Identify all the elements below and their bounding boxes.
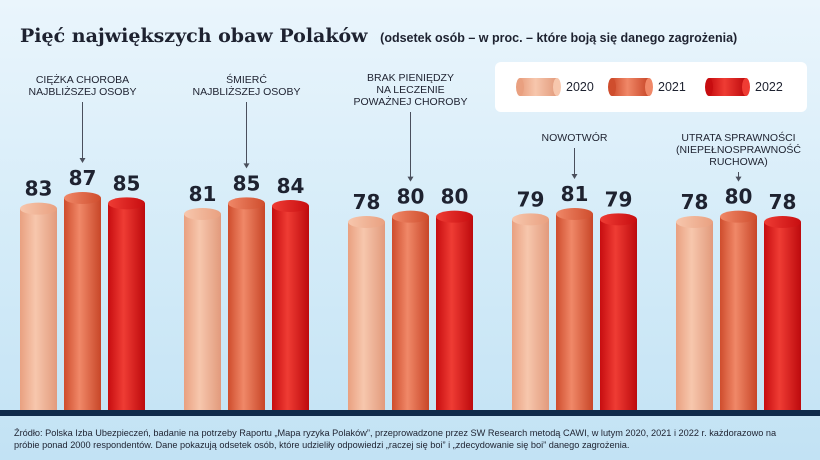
value-label: 78 [769,190,797,214]
value-label: 84 [277,174,305,198]
bar [228,203,265,413]
bar-cap [64,192,101,204]
value-label: 78 [353,190,381,214]
legend-swatch-end [516,78,524,96]
value-label: 78 [681,190,709,214]
bar [272,206,309,413]
category-label: ŚMIERĆ NAJBLIŻSZEJ OSOBY [193,73,301,98]
bar [20,208,57,413]
bar-cap [436,210,473,223]
bar [720,216,757,413]
leader-arrow [571,174,578,179]
value-label: 79 [517,187,545,211]
bar-cap [272,200,309,212]
leader-arrow [735,176,742,182]
legend-swatch-end [608,78,616,96]
legend-swatch [709,78,746,96]
bar-cap [184,208,221,220]
legend-label: 2020 [566,80,594,94]
value-label: 81 [189,182,217,206]
bar-cap [720,210,757,223]
category-label-line: NOWOTWÓR [542,131,608,144]
category-label: NOWOTWÓR [542,131,608,144]
bar-group: NOWOTWÓR 79 81 79 [512,131,637,413]
bar-cap [392,210,429,223]
bar-cap [108,197,145,210]
category-label-line: (NIEPEŁNOSPRAWNOŚĆ [676,143,801,156]
bar [556,214,593,413]
value-label: 80 [725,185,753,209]
value-label: 85 [233,171,261,195]
value-label: 87 [69,166,97,190]
bar [436,216,473,413]
category-label-line: NA LECZENIE [376,84,444,96]
legend-swatch [612,78,649,96]
value-label: 79 [605,187,633,211]
chart-title: Pięć największych obaw Polaków (odsetek … [20,25,737,47]
category-label-line: NAJBLIŻSZEJ OSOBY [29,85,137,98]
bar-cap [676,216,713,228]
bar [348,222,385,413]
legend-swatch-cap [742,78,750,96]
bar-group: BRAK PIENIĘDZY NA LECZENIE POWAŻNEJ CHOROB… [348,72,473,413]
value-label: 81 [561,182,589,206]
leader-arrow [243,163,250,169]
value-label: 85 [113,171,141,195]
bar [108,203,145,413]
legend-swatch [520,78,557,96]
bar [600,219,637,413]
source-note: Źródło: Polska Izba Ubezpieczeń, badanie… [14,428,777,450]
legend-swatch-cap [645,78,653,96]
legend-label: 2022 [755,80,783,94]
legend-item: 2021 [608,78,686,96]
category-label-line: RUCHOWA) [709,156,768,168]
chart-title-main: Pięć największych obaw Polaków [20,25,368,47]
bar [64,198,101,413]
bar [512,219,549,413]
leader-arrow [407,176,414,182]
category-label-line: ŚMIERĆ [226,73,267,86]
bar-cap [764,216,801,228]
category-label: BRAK PIENIĘDZY NA LECZENIE POWAŻNEJ CHOROB… [354,72,468,108]
bar-cap [228,197,265,210]
value-label: 83 [25,177,53,201]
legend-item: 2020 [516,78,594,96]
baseline [0,410,820,416]
bar [676,222,713,413]
bar-cap [20,202,57,215]
chart-subtitle: (odsetek osób – w proc. – które boją się… [380,31,737,45]
bar-cap [348,216,385,228]
bar-cap [512,213,549,226]
category-label-line: CIĘŻKA CHOROBA [36,73,129,86]
legend-item: 2022 [705,78,783,96]
category-label: CIĘŻKA CHOROBA NAJBLIŻSZEJ OSOBY [29,73,137,98]
bar [392,216,429,413]
value-label: 80 [441,185,469,209]
legend-label: 2021 [658,80,686,94]
bar [764,222,801,413]
legend-swatch-cap [553,78,561,96]
category-label: UTRATA SPRAWNOŚCI (NIEPEŁNOSPRAWNOŚĆ RUCHO… [676,131,801,168]
legend-swatch-end [705,78,713,96]
bar-group: CIĘŻKA CHOROBA NAJBLIŻSZEJ OSOBY 83 87 85 [20,73,145,413]
bar-cap [556,208,593,220]
legend: 2020 2021 2022 [516,78,783,96]
bar-cap [600,213,637,226]
leader-arrow [79,158,86,163]
category-label-line: POWAŻNEJ CHOROBY [354,95,468,108]
category-label-line: UTRATA SPRAWNOŚCI [681,131,795,144]
bar-group: ŚMIERĆ NAJBLIŻSZEJ OSOBY 81 85 84 [184,73,309,413]
bar [184,214,221,413]
category-label-line: BRAK PIENIĘDZY [367,72,454,84]
bar-group: UTRATA SPRAWNOŚCI (NIEPEŁNOSPRAWNOŚĆ RUCHO… [676,131,801,413]
value-label: 80 [397,185,425,209]
category-label-line: NAJBLIŻSZEJ OSOBY [193,85,301,98]
